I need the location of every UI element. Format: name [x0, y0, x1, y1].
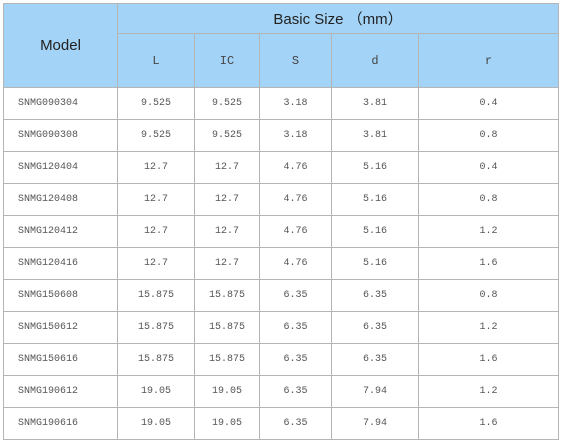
value-cell: 0.8 [417, 183, 560, 216]
column-header: d [331, 33, 419, 88]
value-cell: 0.4 [417, 151, 560, 184]
column-header: IC [194, 33, 260, 88]
value-cell: 1.6 [417, 247, 560, 280]
value-cell: 6.35 [259, 375, 332, 408]
model-cell: SNMG120412 [3, 215, 118, 248]
value-cell: 19.05 [194, 375, 260, 408]
value-cell: 3.18 [259, 87, 332, 120]
value-cell: 0.8 [417, 119, 560, 152]
model-header: Model [3, 3, 118, 88]
value-cell: 6.35 [331, 311, 419, 344]
value-cell: 4.76 [259, 151, 332, 184]
value-cell: 6.35 [259, 407, 332, 440]
value-cell: 5.16 [331, 247, 419, 280]
value-cell: 6.35 [259, 343, 332, 376]
model-cell: SNMG150608 [3, 279, 118, 312]
value-cell: 3.81 [331, 119, 419, 152]
table-row: SNMG150612 15.875 15.875 6.35 6.35 1.2 [3, 311, 560, 344]
model-cell: SNMG120404 [3, 151, 118, 184]
value-cell: 9.525 [117, 119, 195, 152]
value-cell: 7.94 [331, 407, 419, 440]
value-cell: 6.35 [331, 279, 419, 312]
value-cell: 19.05 [194, 407, 260, 440]
model-cell: SNMG150612 [3, 311, 118, 344]
value-cell: 9.525 [117, 87, 195, 120]
table-row: SNMG120408 12.7 12.7 4.76 5.16 0.8 [3, 183, 560, 216]
value-cell: 12.7 [117, 151, 195, 184]
value-cell: 5.16 [331, 215, 419, 248]
header-row: Model Basic Size （mm） [3, 3, 560, 88]
value-cell: 12.7 [194, 183, 260, 216]
table-row: SNMG090304 9.525 9.525 3.18 3.81 0.4 [3, 87, 560, 120]
model-cell: SNMG120416 [3, 247, 118, 280]
value-cell: 6.35 [331, 343, 419, 376]
value-cell: 15.875 [194, 343, 260, 376]
value-cell: 1.2 [417, 311, 560, 344]
value-cell: 12.7 [194, 215, 260, 248]
value-cell: 19.05 [117, 375, 195, 408]
table-row: SNMG090308 9.525 9.525 3.18 3.81 0.8 [3, 119, 560, 152]
value-cell: 3.81 [331, 87, 419, 120]
value-cell: 6.35 [259, 279, 332, 312]
value-cell: 1.6 [417, 407, 560, 440]
value-cell: 7.94 [331, 375, 419, 408]
value-cell: 15.875 [117, 311, 195, 344]
model-cell: SNMG120408 [3, 183, 118, 216]
value-cell: 4.76 [259, 183, 332, 216]
value-cell: 12.7 [117, 247, 195, 280]
value-cell: 15.875 [117, 279, 195, 312]
value-cell: 4.76 [259, 247, 332, 280]
value-cell: 19.05 [117, 407, 195, 440]
value-cell: 15.875 [117, 343, 195, 376]
value-cell: 9.525 [194, 87, 260, 120]
table-row: SNMG120416 12.7 12.7 4.76 5.16 1.6 [3, 247, 560, 280]
model-cell: SNMG190616 [3, 407, 118, 440]
value-cell: 3.18 [259, 119, 332, 152]
model-cell: SNMG190612 [3, 375, 118, 408]
value-cell: 4.76 [259, 215, 332, 248]
column-header: S [259, 33, 332, 88]
value-cell: 15.875 [194, 279, 260, 312]
value-cell: 6.35 [259, 311, 332, 344]
table-row: SNMG120412 12.7 12.7 4.76 5.16 1.2 [3, 215, 560, 248]
model-cell: SNMG150616 [3, 343, 118, 376]
value-cell: 0.8 [417, 279, 560, 312]
column-header: L [117, 33, 195, 88]
model-cell: SNMG090304 [3, 87, 118, 120]
value-cell: 12.7 [117, 215, 195, 248]
value-cell: 12.7 [194, 247, 260, 280]
value-cell: 1.6 [417, 343, 560, 376]
value-cell: 5.16 [331, 183, 419, 216]
value-cell: 5.16 [331, 151, 419, 184]
value-cell: 9.525 [194, 119, 260, 152]
table-row: SNMG150608 15.875 15.875 6.35 6.35 0.8 [3, 279, 560, 312]
value-cell: 1.2 [417, 215, 560, 248]
value-cell: 12.7 [194, 151, 260, 184]
column-header: r [417, 33, 560, 88]
table-row: SNMG150616 15.875 15.875 6.35 6.35 1.6 [3, 343, 560, 376]
model-cell: SNMG090308 [3, 119, 118, 152]
value-cell: 1.2 [417, 375, 560, 408]
value-cell: 0.4 [417, 87, 560, 120]
basic-size-header: Basic Size （mm） [116, 3, 560, 34]
table-row: SNMG120404 12.7 12.7 4.76 5.16 0.4 [3, 151, 560, 184]
value-cell: 12.7 [117, 183, 195, 216]
table-row: SNMG190616 19.05 19.05 6.35 7.94 1.6 [3, 407, 560, 440]
value-cell: 15.875 [194, 311, 260, 344]
table-row: SNMG190612 19.05 19.05 6.35 7.94 1.2 [3, 375, 560, 408]
